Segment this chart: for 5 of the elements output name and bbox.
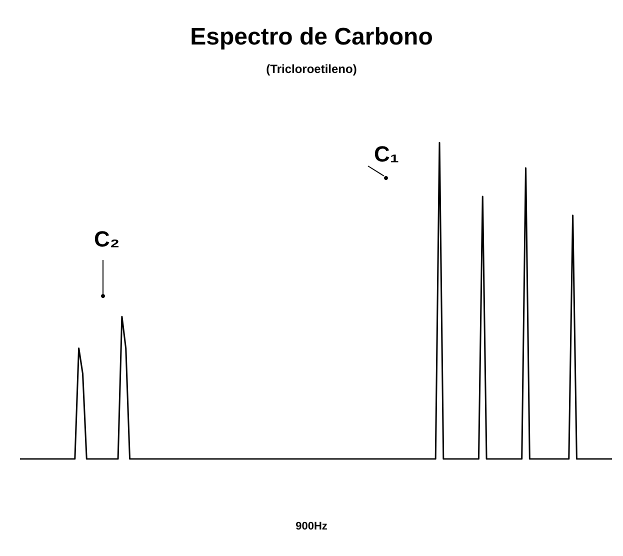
annotation: C₁ — [374, 142, 399, 166]
text: 900Hz — [296, 520, 328, 532]
chart-title: Espectro de Carbono — [190, 24, 433, 50]
annotation: C₂ — [94, 226, 120, 252]
chart-subtitle: (Tricloroetileno) — [266, 62, 357, 76]
